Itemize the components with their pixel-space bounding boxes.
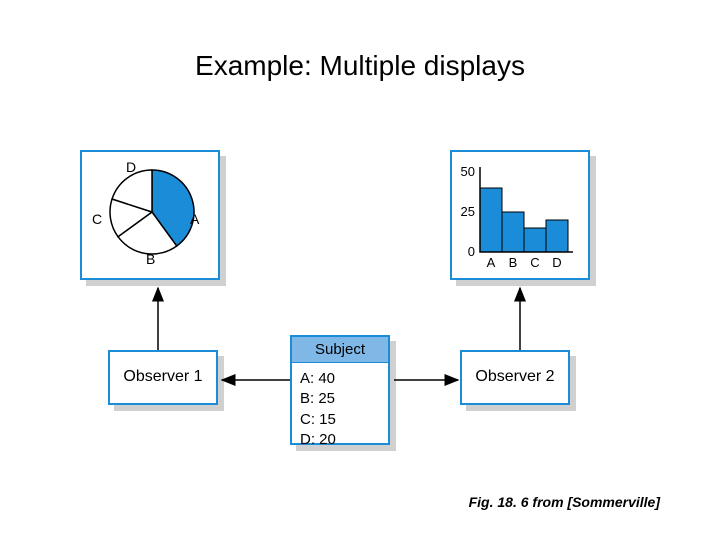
subject-data-row: B: 25: [300, 389, 380, 409]
pie-label-b: B: [146, 251, 155, 267]
observer1-box: Observer 1: [108, 350, 218, 405]
bar-chart: 0 25 50 ABCD: [452, 152, 592, 282]
pie-chart-panel: A B C D: [80, 150, 220, 280]
bar-a: [480, 188, 502, 252]
subject-header: Subject: [292, 337, 388, 363]
bar-label-c: C: [530, 255, 539, 270]
bar-label-d: D: [552, 255, 561, 270]
bar-label-b: B: [509, 255, 518, 270]
bar-ytick: 25: [461, 204, 475, 219]
pie-label-d: D: [126, 159, 136, 175]
observer2-box: Observer 2: [460, 350, 570, 405]
page-title: Example: Multiple displays: [0, 50, 720, 82]
subject-data-row: C: 15: [300, 410, 380, 430]
pie-label-c: C: [92, 211, 102, 227]
bar-label-a: A: [487, 255, 496, 270]
bar-ytick: 0: [468, 244, 475, 259]
subject-data-list: A: 40B: 25C: 15D: 20: [292, 363, 388, 456]
pie-chart: A B C D: [82, 152, 222, 282]
subject-data-row: A: 40: [300, 369, 380, 389]
bar-chart-panel: 0 25 50 ABCD: [450, 150, 590, 280]
bar-ytick: 50: [461, 164, 475, 179]
subject-data-row: D: 20: [300, 430, 380, 450]
bar-c: [524, 228, 546, 252]
subject-box: Subject A: 40B: 25C: 15D: 20: [290, 335, 390, 445]
bar-d: [546, 220, 568, 252]
observer2-label: Observer 2: [462, 352, 568, 386]
bar-b: [502, 212, 524, 252]
observer1-label: Observer 1: [110, 352, 216, 386]
figure-caption: Fig. 18. 6 from [Sommerville]: [469, 494, 660, 510]
pie-label-a: A: [190, 211, 200, 227]
